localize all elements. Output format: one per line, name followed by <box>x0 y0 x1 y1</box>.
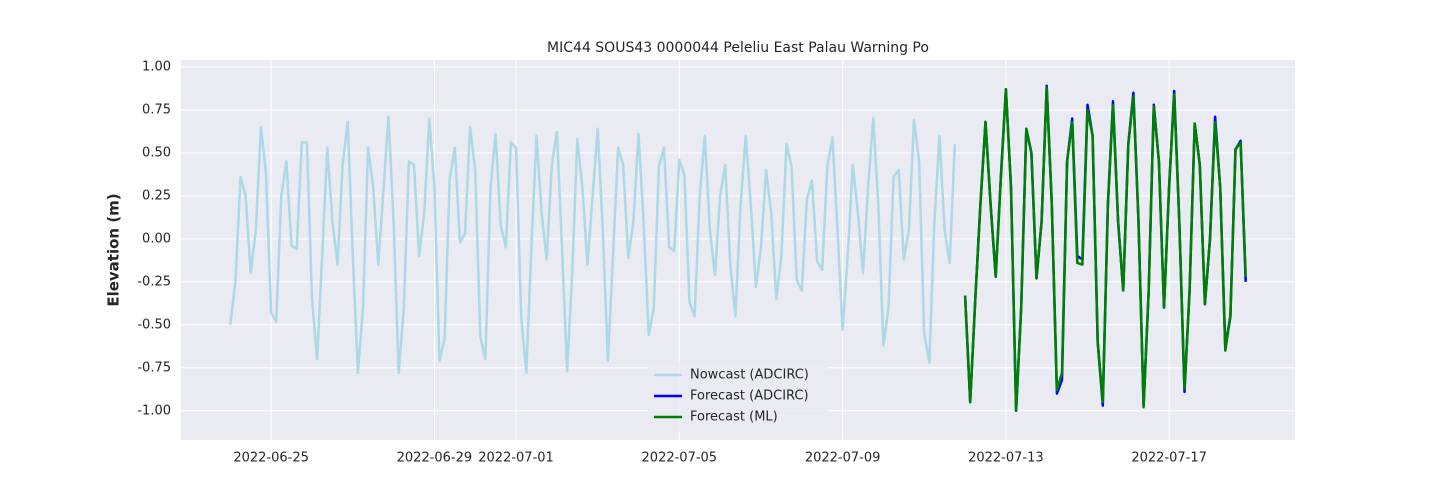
y-tick-label: 0.00 <box>142 231 171 246</box>
y-tick-label: 0.50 <box>142 145 171 160</box>
y-tick-label: -0.25 <box>137 274 171 289</box>
x-tick-label: 2022-06-29 <box>397 451 473 466</box>
legend-label: Forecast (ML) <box>690 410 778 425</box>
series-line <box>229 115 957 375</box>
legend: Nowcast (ADCIRC) Forecast (ADCIRC) Forecas… <box>648 361 828 432</box>
x-tick-label: 2022-07-01 <box>478 451 554 466</box>
legend-label: Nowcast (ADCIRC) <box>690 368 809 383</box>
x-tick-label: 2022-07-17 <box>1131 451 1207 466</box>
y-tick-label: -0.50 <box>137 317 171 332</box>
y-tick-label: 0.75 <box>142 102 171 117</box>
lines <box>229 84 1247 413</box>
x-tick-label: 2022-06-25 <box>233 451 309 466</box>
series-line <box>963 86 1247 413</box>
legend-box <box>648 361 828 432</box>
x-tick-label: 2022-07-05 <box>642 451 718 466</box>
y-tick-label: 0.25 <box>142 188 171 203</box>
y-axis-label: Elevation (m) <box>105 193 123 306</box>
legend-label: Forecast (ADCIRC) <box>690 389 809 404</box>
x-tick-label: 2022-07-09 <box>805 451 881 466</box>
x-tick-label: 2022-07-13 <box>968 451 1044 466</box>
chart-title: MIC44 SOUS43 0000044 Peleliu East Palau … <box>547 40 929 56</box>
y-tick-label: -0.75 <box>137 360 171 375</box>
y-tick-label: -1.00 <box>137 403 171 418</box>
labels: -1.00 -0.75 -0.50 -0.25 0.00 0.25 0.50 0.75 1.00… <box>137 59 1207 465</box>
y-tick-label: 1.00 <box>142 59 171 74</box>
